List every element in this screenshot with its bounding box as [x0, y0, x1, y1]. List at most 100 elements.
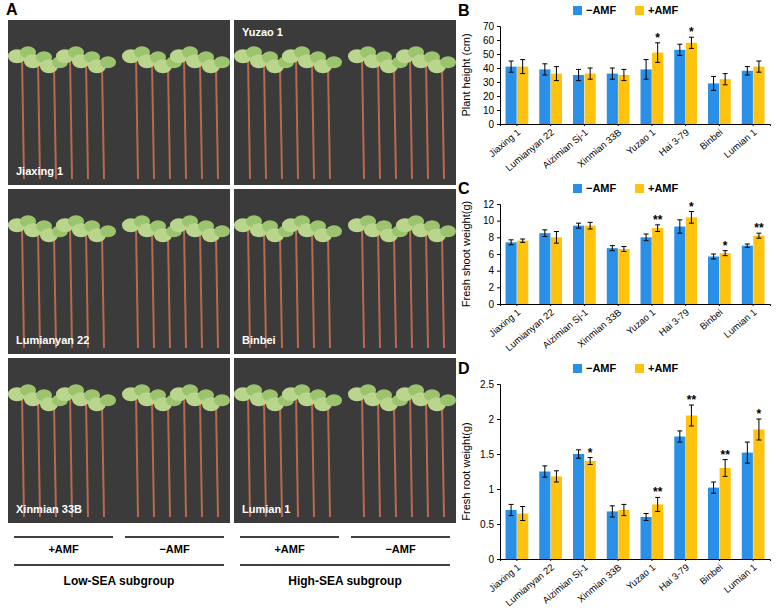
significance-label: *: [689, 200, 694, 214]
y-tick-mark: [497, 68, 500, 69]
error-bar-stem: [657, 43, 658, 63]
error-bar-cap: [723, 84, 728, 85]
error-bar-stem: [612, 246, 613, 251]
bar: [618, 510, 629, 559]
seedling-stem: [362, 56, 364, 179]
seedling-stem: [38, 399, 40, 517]
treatment-bracket: [240, 536, 339, 538]
bar: [585, 226, 596, 304]
error-bar: [520, 60, 525, 74]
x-tick-mark: [719, 124, 720, 126]
x-tick: Xinmian 33B: [575, 559, 623, 604]
error-bar-cap: [655, 231, 660, 232]
seedling-stem: [102, 66, 104, 179]
x-tick-label: Lumian 1: [721, 306, 758, 340]
bar: [539, 233, 550, 304]
y-tick-label: 60: [483, 35, 495, 46]
y-tick-label: 4: [488, 265, 494, 276]
seedling-stem: [70, 56, 72, 179]
x-tick-label: Binbei: [697, 561, 724, 586]
x-tick-mark: [618, 124, 619, 126]
y-tick: 2.5: [480, 379, 500, 390]
error-bar-cap: [576, 69, 581, 70]
bar: [539, 472, 550, 560]
error-bar-cap: [554, 243, 559, 244]
error-bar: [745, 244, 750, 247]
treatment-label: −AMF: [159, 543, 190, 555]
error-bar-stem: [725, 460, 726, 477]
y-tick-mark: [497, 489, 500, 490]
error-bar: [610, 68, 615, 79]
seedling-stem: [362, 394, 364, 517]
legend: −AMF+AMF: [573, 4, 679, 16]
error-bar-cap: [711, 482, 716, 483]
error-bar: [554, 67, 559, 81]
seedling-stem: [394, 235, 396, 348]
chart: B**010203040506070Jiaxing 1Lumianyan 22A…: [458, 2, 771, 173]
y-tick-mark: [497, 304, 500, 305]
error-bar-cap: [509, 515, 514, 516]
error-bar-cap: [745, 247, 750, 248]
error-bar-cap: [509, 239, 514, 240]
y-tick: 50: [483, 49, 500, 60]
x-tick: Lumian 1: [721, 559, 758, 595]
bar: [551, 237, 562, 304]
seedling-stem: [152, 399, 154, 517]
error-bar-stem: [544, 64, 545, 75]
legend-swatch: [573, 6, 582, 15]
seedling-stem: [264, 230, 266, 348]
seedling-stem: [22, 394, 24, 517]
seedling-stem: [216, 235, 218, 348]
y-tick-label: 1: [488, 484, 494, 495]
error-bar: [677, 220, 682, 233]
error-bar-cap: [644, 79, 649, 80]
bar: [551, 476, 562, 559]
error-bar: [621, 247, 626, 252]
error-bar: [576, 69, 581, 80]
error-bar-cap: [711, 259, 716, 260]
seedling-stem: [328, 404, 330, 517]
seedling-leaf: [214, 394, 230, 406]
y-tick-label: 30: [483, 77, 495, 88]
x-tick: Hai 3-79: [656, 304, 691, 338]
seedling-leaf: [440, 394, 456, 406]
y-axis: 00.511.522.5: [480, 379, 500, 565]
error-bar-cap: [542, 477, 547, 478]
error-bar-cap: [677, 430, 682, 431]
error-bar: [711, 254, 716, 259]
error-bar-stem: [758, 61, 759, 72]
error-bar-stem: [590, 222, 591, 229]
error-bar-stem: [679, 220, 680, 233]
significance-label: **: [687, 393, 697, 407]
seedling-stem: [394, 404, 396, 517]
error-bar-cap: [576, 228, 581, 229]
photo: Lumian 1: [234, 358, 456, 523]
bar: [585, 74, 596, 124]
x-tick-mark: [584, 124, 585, 126]
error-bar: [509, 504, 514, 515]
plot-marks: [506, 405, 765, 559]
error-bar-cap: [756, 72, 761, 73]
x-tick-mark: [753, 559, 754, 561]
treatment-bracket: [351, 536, 450, 538]
photo-label: Lumianyan 22: [16, 334, 89, 346]
y-tick-label: 1.5: [480, 449, 494, 460]
y-tick-label: 12: [483, 199, 495, 210]
bar: [742, 71, 753, 124]
error-bar-stem: [713, 76, 714, 90]
error-bar-cap: [745, 463, 750, 464]
seedling-stem: [442, 404, 444, 517]
error-bar: [576, 450, 581, 458]
group-label: Low-SEA subgroup: [64, 574, 175, 588]
y-tick-label: 50: [483, 49, 495, 60]
seedling-leaf: [100, 394, 116, 406]
error-bar-cap: [655, 62, 660, 63]
seedling-stem: [102, 404, 104, 517]
error-bar-cap: [677, 44, 682, 45]
bar: [517, 514, 528, 560]
seedling-stem: [410, 394, 412, 517]
bar: [720, 253, 731, 304]
bar: [686, 43, 697, 124]
x-axis: Jiaxing 1Lumianyan 22Aizimian Sj-1Xinmia…: [486, 304, 770, 353]
legend-label: −AMF: [586, 4, 617, 16]
